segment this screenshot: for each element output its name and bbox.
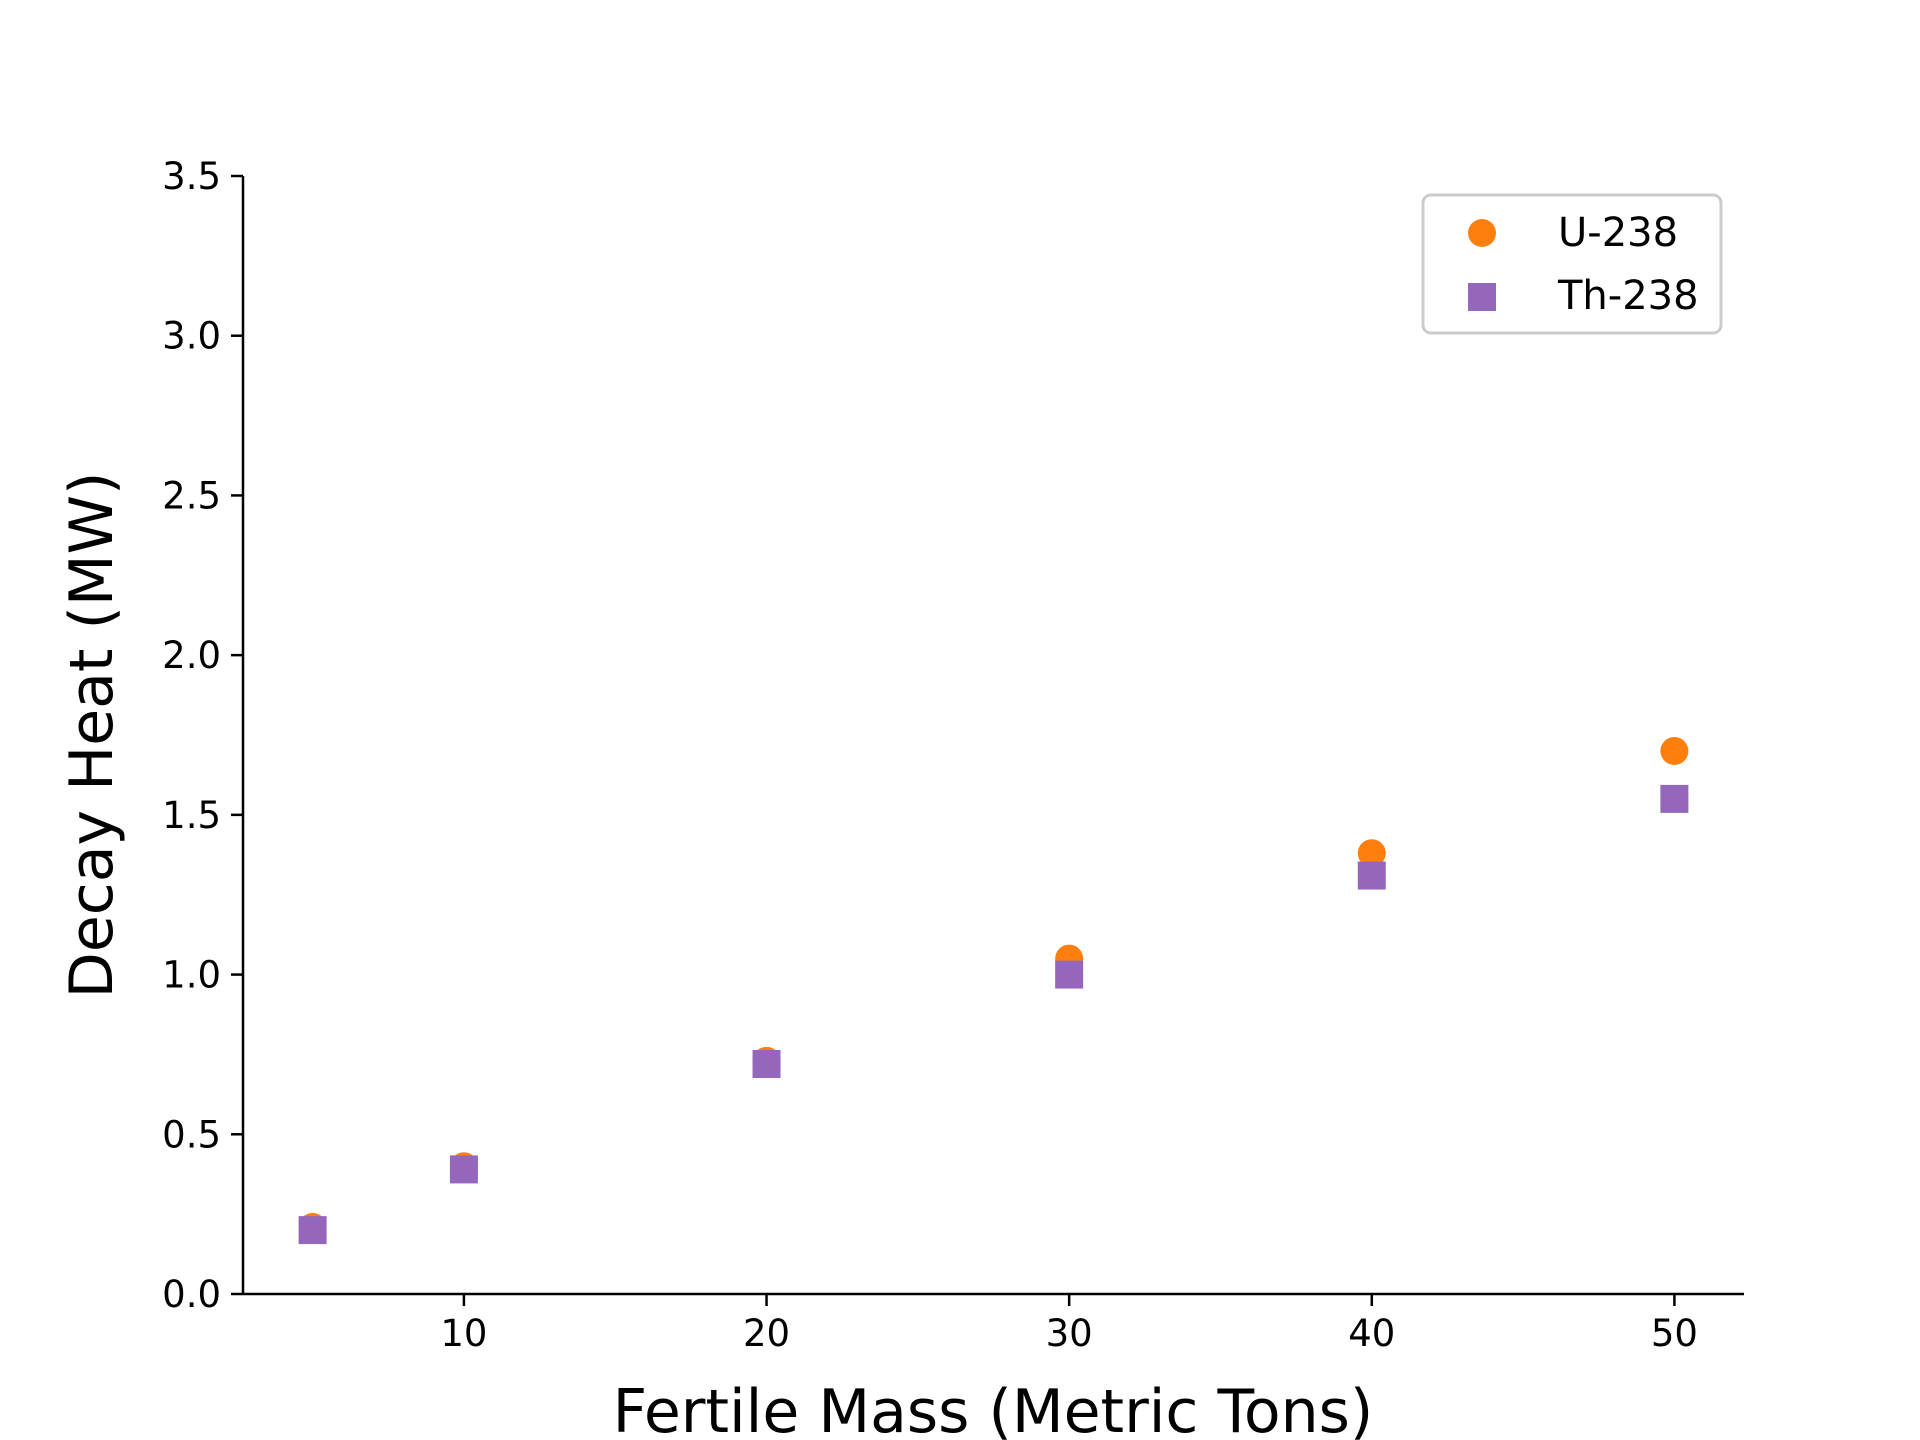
- x-ticks: 10 20 30 40 50: [440, 1294, 1698, 1355]
- legend-marker-th238: [1468, 283, 1496, 311]
- y-tick-label: 0.5: [162, 1113, 221, 1156]
- legend-label-th238: Th-238: [1557, 273, 1699, 319]
- y-axis-title: Decay Heat (MW): [57, 472, 127, 999]
- data-point: [1357, 861, 1386, 890]
- y-tick-label: 1.5: [162, 794, 221, 837]
- y-tick-label: 0.0: [162, 1273, 221, 1316]
- y-tick-label: 3.5: [162, 155, 221, 198]
- y-tick-label: 3.0: [162, 315, 221, 358]
- legend-label-u238: U-238: [1558, 210, 1678, 256]
- legend-box: [1421, 193, 1723, 335]
- x-tick-label: 40: [1348, 1312, 1395, 1355]
- data-point: [752, 1050, 781, 1079]
- x-tick-label: 20: [743, 1312, 790, 1355]
- legend-marker-u238: [1468, 219, 1496, 247]
- x-tick-label: 50: [1651, 1312, 1698, 1355]
- x-axis-title: Fertile Mass (Metric Tons): [613, 1377, 1374, 1440]
- data-point: [1660, 784, 1689, 813]
- data-point: [298, 1216, 327, 1245]
- data-point: [1660, 736, 1689, 765]
- y-tick-label: 2.0: [162, 634, 221, 677]
- data-point: [449, 1155, 478, 1184]
- series-th-238: [298, 784, 1689, 1245]
- data-point: [1357, 839, 1386, 868]
- y-tick-label: 2.5: [162, 474, 221, 517]
- y-tick-label: 1.0: [162, 954, 221, 997]
- series-u-238: [298, 736, 1689, 1241]
- x-tick-label: 10: [440, 1312, 487, 1355]
- plot-area: 0.0 0.5 1.0 1.5 2.0 2.5 3.0 3.5 10 20 30 40 50: [162, 155, 1744, 1355]
- data-points: [298, 736, 1689, 1245]
- data-point: [1055, 960, 1084, 989]
- y-ticks: 0.0 0.5 1.0 1.5 2.0 2.5 3.0 3.5: [162, 155, 243, 1316]
- legend: U-238 Th-238: [1421, 193, 1723, 335]
- x-tick-label: 30: [1046, 1312, 1093, 1355]
